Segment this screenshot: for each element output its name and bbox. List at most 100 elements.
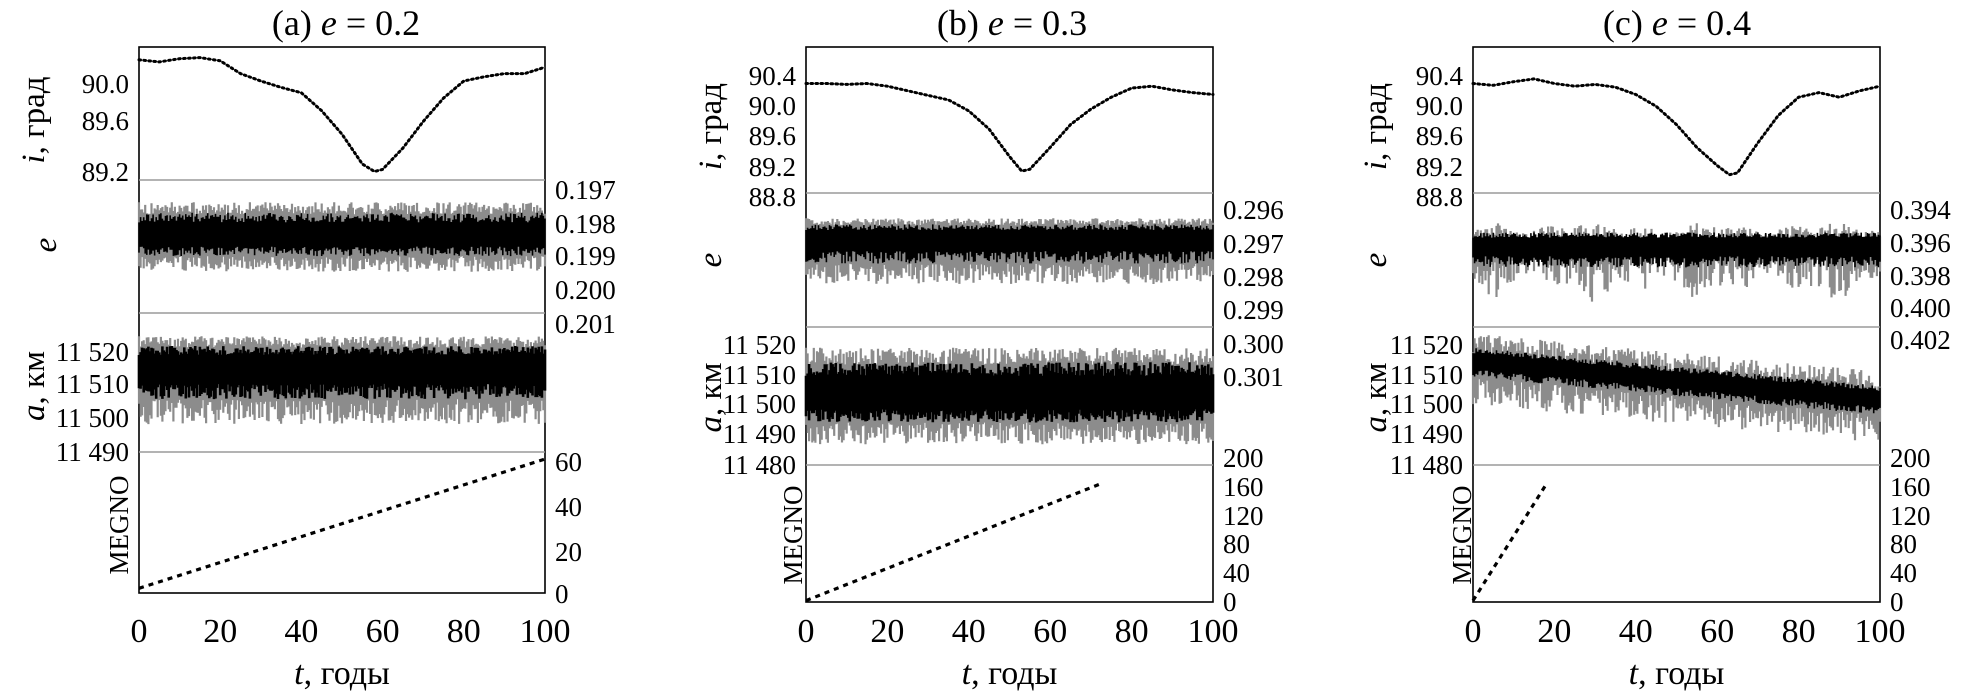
inclination-series-dots [804,81,1215,173]
semimajor-axis-tick-label: 11 480 [723,450,796,480]
semimajor-axis-tick-label: 11 500 [56,403,129,433]
x-tick-label: 80 [447,613,481,650]
megno-tick-label: 160 [1890,472,1931,502]
inclination-tick-label: 89.6 [1416,121,1463,151]
megno-tick-label: 40 [1223,558,1250,588]
x-tick-label: 0 [1465,613,1482,650]
inclination-tick-label: 90.4 [749,61,797,91]
x-tick-label: 20 [203,613,237,650]
inclination-tick-label: 88.8 [1416,182,1463,212]
inclination-axis-label: i, град [1358,83,1394,170]
megno-tick-label: 0 [555,579,569,609]
eccentricity-series-core [805,224,1214,264]
eccentricity-tick-label: 0.398 [1890,261,1951,291]
plot-frame [138,46,546,594]
inclination-tick-label: 89.2 [1416,152,1463,182]
megno-series-line [138,457,546,590]
eccentricity-tick-label: 0.197 [555,175,616,205]
megno-tick-label: 200 [1890,443,1931,473]
inclination-tick-label: 90.0 [1416,91,1463,121]
inclination-series-dots [137,56,547,174]
megno-tick-label: 80 [1223,529,1250,559]
x-tick-label: 60 [1700,613,1734,650]
eccentricity-tick-label: 0.400 [1890,293,1951,323]
chart-a: (a) e = 0.2 89.2 89.6 90.0 i, град 0.197 0.198… [16,3,616,692]
inclination-tick-label: 89.2 [749,152,796,182]
x-tick-label: 20 [1537,613,1571,650]
megno-tick-label: 20 [555,537,582,567]
x-tick-label: 0 [131,613,148,650]
semimajor-axis-series-core [1472,348,1881,414]
inclination-tick-label: 90.0 [82,69,129,99]
semimajor-axis-tick-label: 11 490 [56,437,129,467]
eccentricity-tick-label: 0.300 [1223,329,1284,359]
megno-axis-label: MEGNO [778,486,808,585]
megno-tick-label: 0 [1223,587,1237,617]
inclination-tick-label: 89.6 [749,121,796,151]
semimajor-axis-tick-label: 11 490 [723,419,796,449]
chart-title: (c) e = 0.4 [1603,3,1751,43]
semimajor-axis-tick-label: 11 500 [723,389,796,419]
eccentricity-tick-label: 0.199 [555,241,616,271]
x-tick-label: 100 [520,613,571,650]
eccentricity-axis-label: e [1358,253,1394,268]
x-axis-label: t, годы [1629,655,1725,692]
inclination-series-line [138,56,546,173]
semimajor-axis-tick-label: 11 510 [1390,360,1463,390]
megno-tick-label: 40 [1890,558,1917,588]
semimajor-axis-axis-label: a, км [1358,362,1394,432]
chart-title: (b) e = 0.3 [937,3,1087,43]
eccentricity-tick-label: 0.198 [555,209,616,239]
eccentricity-tick-label: 0.298 [1223,262,1284,292]
chart-c: (c) e = 0.4 88.889.289.690.090.4 i, град 0.… [1358,3,1951,692]
x-tick-label: 40 [1619,613,1653,650]
x-tick-label: 100 [1188,613,1239,650]
eccentricity-axis-label: e [28,238,64,253]
plot-frame [805,46,1214,603]
inclination-axis-label: i, град [16,76,52,163]
eccentricity-tick-label: 0.394 [1890,195,1951,225]
semimajor-axis-tick-label: 11 490 [1390,419,1463,449]
semimajor-axis-tick-label: 11 520 [56,337,129,367]
megno-axis-label: MEGNO [104,476,134,575]
semimajor-axis-series-core [137,346,547,400]
x-tick-label: 40 [284,613,318,650]
eccentricity-tick-label: 0.402 [1890,325,1951,355]
plot-frame [1472,46,1881,603]
x-axis-label: t, годы [294,655,390,692]
x-tick-label: 20 [870,613,904,650]
megno-series-line [1471,483,1548,602]
megno-tick-label: 0 [1890,587,1904,617]
semimajor-axis-tick-label: 11 510 [56,369,129,399]
semimajor-axis-axis-label: a, км [16,351,52,421]
megno-axis-label: MEGNO [1447,486,1477,585]
megno-tick-label: 120 [1223,501,1264,531]
x-tick-label: 100 [1855,613,1906,650]
eccentricity-tick-label: 0.301 [1223,362,1284,392]
eccentricity-tick-label: 0.200 [555,275,616,305]
inclination-tick-label: 88.8 [749,182,796,212]
megno-tick-label: 120 [1890,501,1931,531]
eccentricity-axis-label: e [693,253,729,268]
megno-tick-label: 200 [1223,443,1264,473]
inclination-tick-label: 89.2 [82,157,129,187]
semimajor-axis-tick-label: 11 520 [723,330,796,360]
semimajor-axis-tick-label: 11 500 [1390,389,1463,419]
x-tick-label: 60 [1033,613,1067,650]
inclination-tick-label: 89.6 [82,106,129,136]
x-tick-label: 40 [952,613,986,650]
x-axis-label: t, годы [962,655,1058,692]
megno-tick-label: 60 [555,447,582,477]
semimajor-axis-axis-label: a, км [693,362,729,432]
eccentricity-tick-label: 0.396 [1890,228,1951,258]
x-tick-label: 0 [798,613,815,650]
semimajor-axis-tick-label: 11 520 [1390,330,1463,360]
eccentricity-tick-label: 0.296 [1223,195,1284,225]
x-tick-label: 60 [366,613,400,650]
chart-b: (b) e = 0.3 88.889.289.690.090.4 i, град 0.… [693,3,1284,692]
semimajor-axis-series-core [804,362,1215,423]
megno-tick-label: 80 [1890,529,1917,559]
inclination-tick-label: 90.4 [1416,61,1464,91]
inclination-axis-label: i, град [693,83,729,170]
